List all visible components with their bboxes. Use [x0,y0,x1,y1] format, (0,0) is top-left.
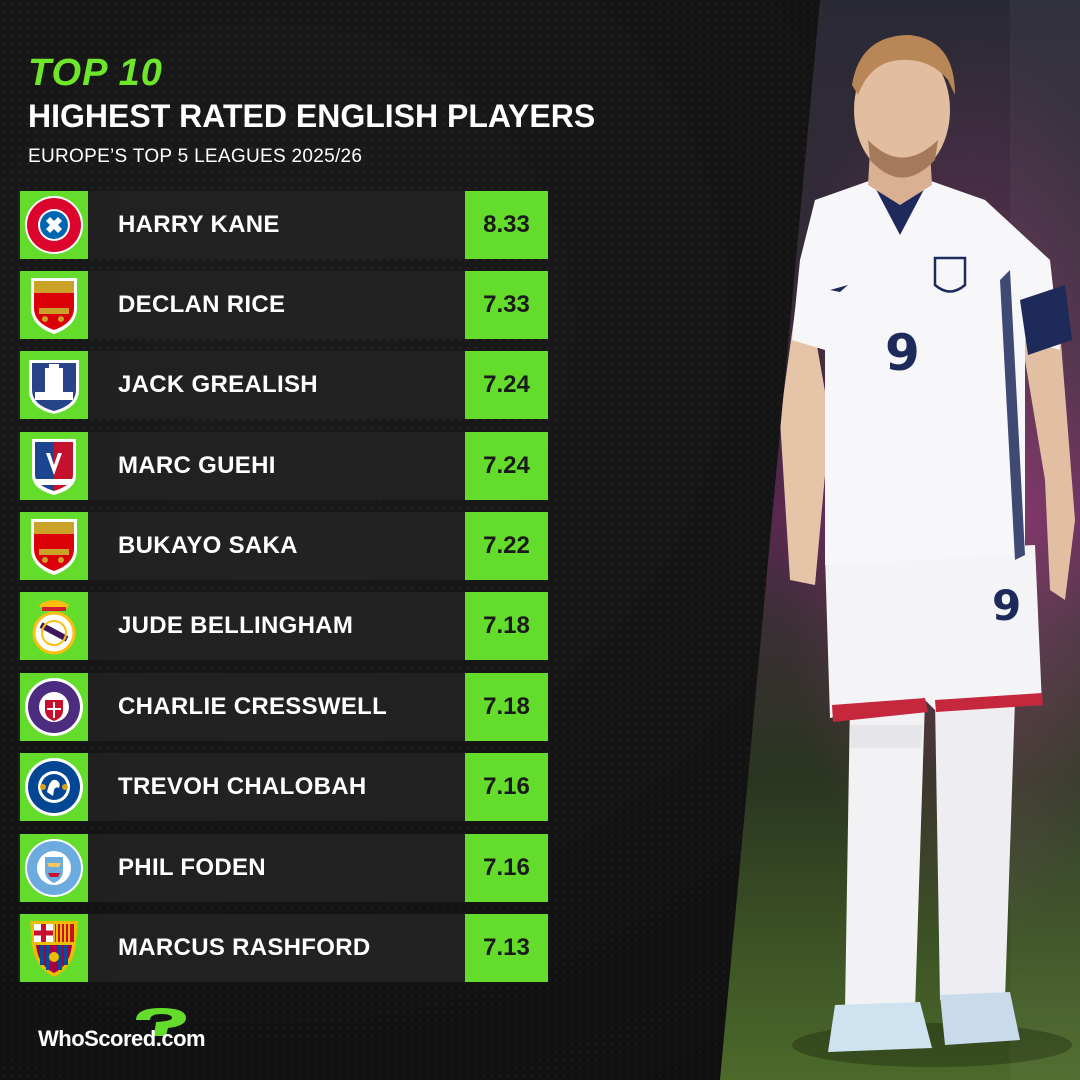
page-title: HIGHEST RATED ENGLISH PLAYERS [28,98,596,134]
arsenal-badge-icon [20,512,88,580]
row-background [18,351,548,419]
player-name: BUKAYO SAKA [118,532,298,559]
crystal-palace-badge-icon [20,432,88,500]
ranking-row: DECLAN RICE 7.33 [18,271,548,339]
player-name: CHARLIE CRESSWELL [118,693,388,720]
whoscored-logo: WhoScored.com [38,1006,238,1052]
player-rating: 7.13 [465,914,548,982]
row-background [18,834,548,902]
ranking-row: PHIL FODEN 7.16 [18,834,548,902]
chelsea-badge-icon [20,753,88,821]
ranking-row: BUKAYO SAKA 7.22 [18,512,548,580]
logo-text: WhoScored.com [38,1026,206,1051]
ranking-row: JUDE BELLINGHAM 7.18 [18,592,548,660]
player-rating: 7.22 [465,512,548,580]
arsenal-badge-icon [20,271,88,339]
row-background [18,914,548,982]
player-rating: 7.18 [465,592,548,660]
ranking-row: HARRY KANE 8.33 [18,191,548,259]
player-name: JACK GREALISH [118,371,318,398]
row-background [18,432,548,500]
bayern-munich-badge-icon [20,191,88,259]
row-background [18,191,548,259]
ranking-row: MARCUS RASHFORD 7.13 [18,914,548,982]
ranking-row: CHARLIE CRESSWELL 7.18 [18,673,548,741]
row-background [18,673,548,741]
everton-badge-icon [20,351,88,419]
player-rating: 7.16 [465,753,548,821]
question-mark-icon [136,1008,186,1036]
shorts-number: 9 [992,581,1021,630]
player-name: TREVOH CHALOBAH [118,773,367,800]
page-subtitle: EUROPE’S TOP 5 LEAGUES 2025/26 [28,146,363,167]
player-name: MARC GUEHI [118,452,276,479]
real-madrid-badge-icon [20,592,88,660]
player-name: PHIL FODEN [118,854,266,881]
player-rating: 7.16 [465,834,548,902]
player-name: MARCUS RASHFORD [118,934,371,961]
player-name: HARRY KANE [118,211,280,238]
player-illustration: 9 9 [780,0,1080,1080]
player-rating: 7.18 [465,673,548,741]
player-rating: 7.24 [465,432,548,500]
ranking-row: MARC GUEHI 7.24 [18,432,548,500]
row-background [18,753,548,821]
player-rating: 8.33 [465,191,548,259]
shirt-number: 9 [885,324,920,382]
manchester-city-badge-icon [20,834,88,902]
row-background [18,271,548,339]
ranking-row: JACK GREALISH 7.24 [18,351,548,419]
barcelona-badge-icon [20,914,88,982]
top-10-label: TOP 10 [28,52,163,94]
row-background [18,592,548,660]
player-rating: 7.33 [465,271,548,339]
player-rating: 7.24 [465,351,548,419]
row-background [18,512,548,580]
player-name: JUDE BELLINGHAM [118,612,354,639]
toulouse-badge-icon [20,673,88,741]
player-name: DECLAN RICE [118,291,286,318]
ranking-row: TREVOH CHALOBAH 7.16 [18,753,548,821]
